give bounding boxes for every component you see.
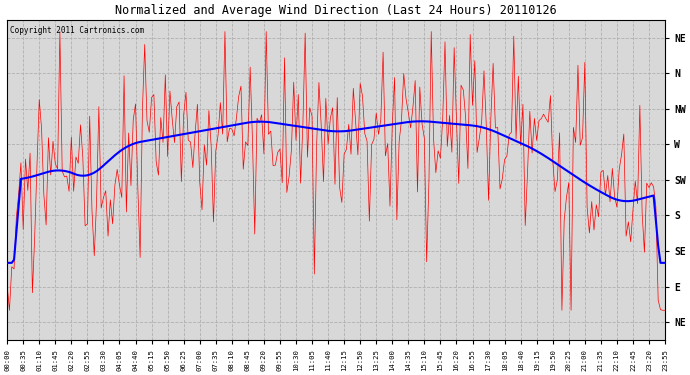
Text: Copyright 2011 Cartronics.com: Copyright 2011 Cartronics.com bbox=[10, 26, 145, 35]
Title: Normalized and Average Wind Direction (Last 24 Hours) 20110126: Normalized and Average Wind Direction (L… bbox=[115, 4, 557, 17]
